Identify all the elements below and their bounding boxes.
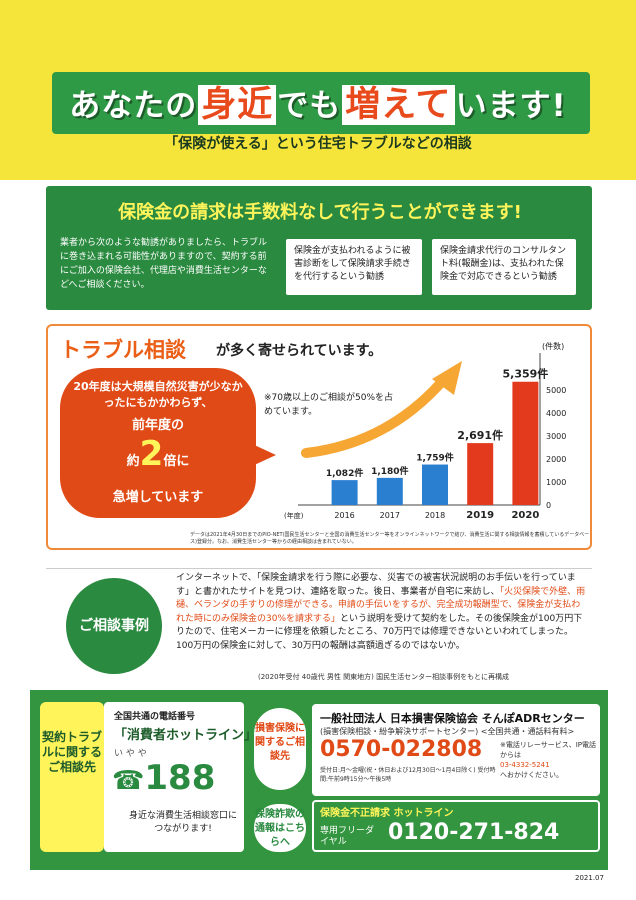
y-tick-label: 4000 <box>546 409 566 418</box>
trouble-section <box>46 324 592 550</box>
title-banner <box>52 72 590 134</box>
bar-2018 <box>422 464 448 505</box>
hotline-number[interactable]: ☎188 <box>112 758 216 798</box>
solicitation-case-1: 保険金が支払われるように被害診断をして保険請求手続きを代行するという勧誘 <box>284 237 424 297</box>
damage-insurance-label: 損害保険に関するご相談先 <box>252 706 308 792</box>
hotline-name: 「消費者ホットライン」 <box>114 728 258 743</box>
x-axis-label: (年度) <box>284 511 304 520</box>
case-text: インターネットで、「保険金請求を行う際に必要な、災害での被害状況説明のお手伝いを… <box>176 573 586 651</box>
data-label: 1,082件 <box>326 467 363 479</box>
consultation-bar-chart: 0 1000 2000 3000 4000 5000 (件数) (年度) 1,082件 2016 1… <box>284 341 566 521</box>
bubble-line-4: 急増しています <box>112 490 204 505</box>
case-section <box>46 568 592 680</box>
hotline-panel <box>104 702 244 852</box>
trouble-heading: トラブル相談 <box>60 338 186 362</box>
y-tick-label: 5000 <box>546 386 566 395</box>
data-label: 2,691件 <box>457 428 503 442</box>
trend-arrow-shaft <box>301 372 451 458</box>
speech-bubble <box>60 368 256 518</box>
bar-2019 <box>467 443 494 505</box>
adr-hours: 受付日:月～金曜(祝・休日および12月30日～1月4日除く) 受付時間:午前9時… <box>320 767 496 783</box>
adr-phone[interactable]: 0570-022808 <box>320 737 483 762</box>
x-tick-label: 2016 <box>334 511 354 520</box>
data-label: 5,359件 <box>503 367 549 381</box>
subtitle: 「保険が使える」という住宅トラブルなどの相談 <box>164 136 472 152</box>
fraud-hotline-panel <box>312 800 600 852</box>
page-title: あなたの 身近 でも 増えて います! <box>69 85 567 125</box>
y-tick-label: 3000 <box>546 432 566 441</box>
hotline-caption: 全国共通の電話番号 <box>114 712 196 722</box>
contact-left-label: 契約トラブルに関するご相談先 <box>40 702 104 852</box>
y-tick-label: 1000 <box>546 478 566 487</box>
issue-date: 2021.07 <box>575 874 604 882</box>
fraud-phone[interactable]: 0120-271-824 <box>388 820 560 845</box>
fraud-subtitle: 専用フリーダイヤル <box>320 826 375 847</box>
x-tick-label: 2020 <box>511 510 539 521</box>
elderly-note: ※70歳以上のご相談が50%を占めています。 <box>264 393 393 417</box>
hotline-note: 身近な消費生活相談窓口につながります! <box>128 811 237 834</box>
hotline-ruby: い や や <box>114 749 147 759</box>
y-tick-label: 2000 <box>546 455 566 464</box>
adr-subtitle: (損害保険相談・紛争解決サポートセンター) <全国共通・通話料有料> <box>320 727 575 736</box>
adr-name: 一般社団法人 日本損害保険協会 そんぽADRセンター <box>320 712 585 725</box>
bubble-line-1: 20年度は大規模自然災害が少なかったにもかかわらず、 <box>73 380 243 409</box>
data-label: 1,180件 <box>371 465 408 477</box>
y-tick-label: 0 <box>546 501 551 510</box>
fee-heading: 保険金の請求は手数料なしで行うことができます! <box>118 202 522 223</box>
case-footnote: (2020年受付 40歳代 男性 関東地方) 国民生活センター相談事例をもとに再… <box>258 673 509 681</box>
bar-2017 <box>376 477 403 505</box>
adr-center-panel <box>312 704 600 796</box>
trend-arrow-head <box>432 361 462 395</box>
y-axis-label: (件数) <box>542 341 564 351</box>
bubble-line-2: 前年度の <box>131 418 184 433</box>
bar-2016 <box>331 480 358 505</box>
case-label: ご相談事例 <box>66 578 162 674</box>
x-tick-label: 2019 <box>466 510 494 521</box>
solicitation-case-2: 保険金請求代行のコンサルタント料(報酬金)は、支払われた保険金で対応できるという… <box>430 237 578 297</box>
phone-icon: ☎ <box>112 766 145 796</box>
adr-relay-phone: 03-4332-5241 <box>500 761 550 769</box>
fee-body: 業者から次のような勧誘がありましたら、トラブルに巻き込まれる可能性がありますので… <box>60 238 268 290</box>
trouble-heading-rest: が多く寄せられています。 <box>216 343 383 359</box>
x-tick-label: 2018 <box>425 511 445 520</box>
fraud-title: 保険金不正請求 ホットライン <box>320 808 454 819</box>
fraud-report-label: 保険詐欺の通報はこちらへ <box>252 802 308 854</box>
data-note: データは2021年4月30日までのPIO-NET(国民生活センターと全国の消費生… <box>190 532 590 545</box>
speech-bubble-tail <box>250 443 276 467</box>
data-label: 1,759件 <box>416 452 453 464</box>
bubble-line-3: 約2倍に <box>126 434 190 474</box>
x-tick-label: 2017 <box>380 511 400 520</box>
bar-2020 <box>512 381 539 505</box>
adr-relay: ※電話リレーサービス、IP電話からは 03-4332-5241 へおかけください。 <box>500 741 597 779</box>
